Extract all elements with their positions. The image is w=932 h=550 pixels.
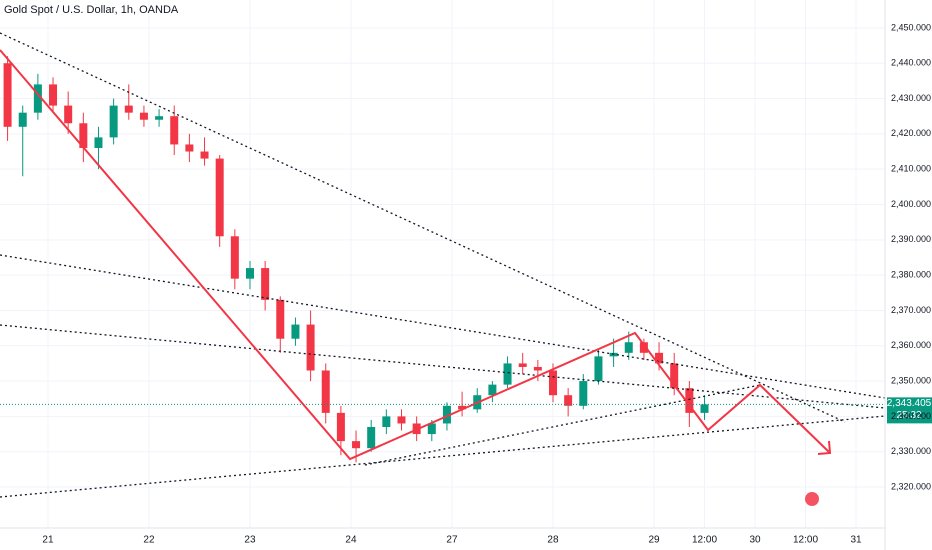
candle-body bbox=[200, 151, 209, 159]
candle-body bbox=[518, 363, 527, 367]
candle-body bbox=[33, 84, 42, 113]
candle-body bbox=[94, 137, 103, 148]
candle-body bbox=[655, 352, 664, 364]
y-tick-label: 2,360.000 bbox=[891, 340, 931, 350]
candle-body bbox=[336, 412, 345, 442]
candle-body bbox=[594, 356, 603, 382]
x-tick-label: 22 bbox=[143, 535, 155, 546]
candle-body bbox=[230, 236, 239, 279]
candle-body bbox=[533, 366, 542, 371]
candle-body bbox=[64, 105, 73, 124]
path bbox=[0, 49, 831, 461]
forecast-path bbox=[0, 49, 832, 461]
candle-body bbox=[139, 112, 148, 120]
x-tick-label: 29 bbox=[648, 535, 660, 546]
y-tick-label: 2,330.000 bbox=[891, 446, 931, 456]
candle-body bbox=[564, 395, 573, 406]
candle-body bbox=[382, 416, 391, 428]
y-tick-label: 2,430.000 bbox=[891, 93, 931, 103]
candle-body bbox=[442, 405, 451, 424]
grid bbox=[0, 0, 885, 528]
candle-body bbox=[685, 388, 694, 413]
x-tick-label: 23 bbox=[244, 535, 256, 546]
y-tick-label: 2,370.000 bbox=[891, 305, 931, 315]
trend-line bbox=[0, 324, 886, 409]
x-tick-label: 30 bbox=[749, 535, 761, 546]
candle-body bbox=[624, 342, 633, 353]
y-tick-label: 2,340.000 bbox=[891, 411, 931, 421]
candle-body bbox=[639, 342, 648, 353]
y-tick-label: 2,420.000 bbox=[891, 128, 931, 138]
candle-body bbox=[49, 84, 58, 106]
arrow-head bbox=[817, 440, 832, 455]
price-tag-box bbox=[887, 397, 932, 424]
candle-body bbox=[3, 63, 12, 127]
y-tick-label: 2,320.000 bbox=[891, 481, 931, 491]
candle-body bbox=[109, 105, 118, 138]
candle-body bbox=[700, 404, 709, 413]
trend-line bbox=[0, 32, 846, 423]
y-tick-label: 2,380.000 bbox=[891, 270, 931, 280]
candle-body bbox=[261, 268, 270, 300]
trend-line bbox=[364, 384, 761, 466]
x-tick-label: 24 bbox=[345, 535, 357, 546]
candle-body bbox=[215, 158, 224, 237]
candle-body bbox=[488, 384, 497, 396]
candle-body bbox=[367, 427, 376, 449]
candle-body bbox=[548, 370, 557, 396]
y-tick-label: 2,450.000 bbox=[891, 22, 931, 32]
candle-body bbox=[352, 441, 361, 449]
candle-body bbox=[397, 416, 406, 424]
candle-body bbox=[579, 381, 588, 406]
trend-line bbox=[0, 415, 886, 498]
candle-body bbox=[276, 299, 285, 339]
trend-lines bbox=[0, 32, 886, 498]
x-tick-label: 21 bbox=[42, 535, 54, 546]
candle-body bbox=[458, 405, 467, 410]
candle-body bbox=[79, 123, 88, 148]
y-tick-label: 2,410.000 bbox=[891, 164, 931, 174]
candle-body bbox=[321, 370, 330, 413]
x-tick-label: 27 bbox=[446, 535, 458, 546]
x-tick-label: 28 bbox=[547, 535, 559, 546]
candle-body bbox=[670, 363, 679, 389]
candle-body bbox=[503, 363, 512, 385]
candle-body bbox=[306, 324, 315, 371]
candle-body bbox=[427, 423, 436, 435]
price-tag-label: 2,343.405 bbox=[887, 398, 932, 409]
price-tag: 2,343.405 25:32 bbox=[887, 397, 932, 424]
y-tick-label: 2,400.000 bbox=[891, 199, 931, 209]
countdown: 25:32 bbox=[896, 410, 921, 421]
x-tick-label: 31 bbox=[850, 535, 862, 546]
chart-title: Gold Spot / U.S. Dollar, 1h, OANDA bbox=[4, 4, 179, 16]
x-tick-label: 12:00 bbox=[692, 535, 717, 546]
y-tick-label: 2,390.000 bbox=[891, 234, 931, 244]
candle-body bbox=[291, 324, 300, 339]
event-icon[interactable] bbox=[805, 492, 819, 506]
candle-body bbox=[124, 105, 133, 113]
y-tick-label: 2,440.000 bbox=[891, 58, 931, 68]
x-tick-label: 12:00 bbox=[793, 535, 818, 546]
candle-body bbox=[155, 116, 164, 120]
y-tick-label: 2,350.000 bbox=[891, 375, 931, 385]
candles bbox=[3, 56, 709, 463]
candle-body bbox=[245, 268, 254, 279]
candle-body bbox=[170, 116, 179, 145]
candle-body bbox=[185, 144, 194, 152]
candle-body bbox=[18, 112, 27, 127]
